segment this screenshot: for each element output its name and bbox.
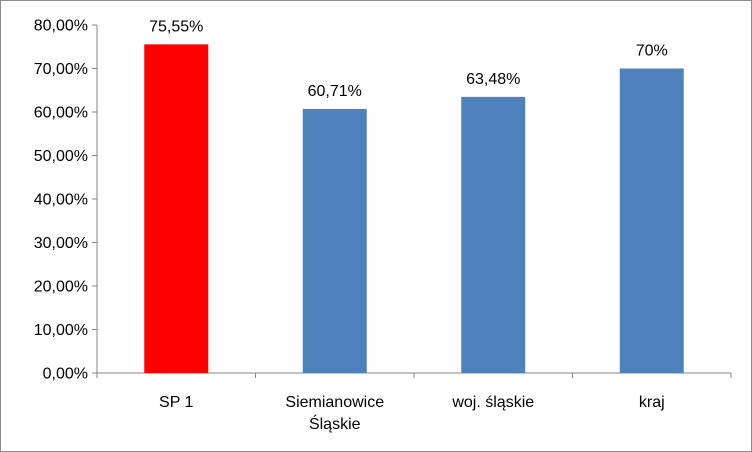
y-tick-label: 70,00%	[34, 61, 88, 78]
x-tick-label-line: Śląskie	[309, 414, 361, 433]
y-tick-label: 80,00%	[34, 18, 88, 35]
bar	[461, 96, 526, 373]
y-tick-label: 40,00%	[34, 192, 88, 209]
labels: 0,00% 10,00% 20,00% 30,00% 40,00% 50,00% 60,00…	[34, 18, 668, 434]
y-tick-label: 20,00%	[34, 279, 88, 296]
x-tick-label-line: Siemianowice	[285, 394, 384, 411]
y-tick-label: 30,00%	[34, 235, 88, 252]
y-tick-label: 10,00%	[34, 322, 88, 339]
data-label: 63,48%	[466, 71, 520, 88]
data-label: 75,55%	[149, 18, 203, 35]
x-tick-label-line: kraj	[639, 394, 665, 411]
x-tick-label-line: SP 1	[159, 394, 194, 411]
data-label: 70%	[636, 43, 668, 60]
bar	[619, 68, 684, 373]
data-label: 60,71%	[308, 83, 362, 100]
y-tick-label: 50,00%	[34, 148, 88, 165]
y-tick-label: 0,00%	[43, 366, 88, 383]
x-tick-label: SP 1	[159, 394, 194, 411]
x-tick-label-line: woj. śląskie	[451, 394, 534, 411]
bars	[144, 44, 684, 374]
bar	[302, 108, 367, 373]
x-tick-label: woj. śląskie	[451, 394, 534, 411]
x-tick-label: kraj	[639, 394, 665, 411]
x-tick-label: Siemianowice Śląskie	[285, 394, 384, 433]
y-tick-label: 60,00%	[34, 105, 88, 122]
bar	[144, 44, 209, 374]
